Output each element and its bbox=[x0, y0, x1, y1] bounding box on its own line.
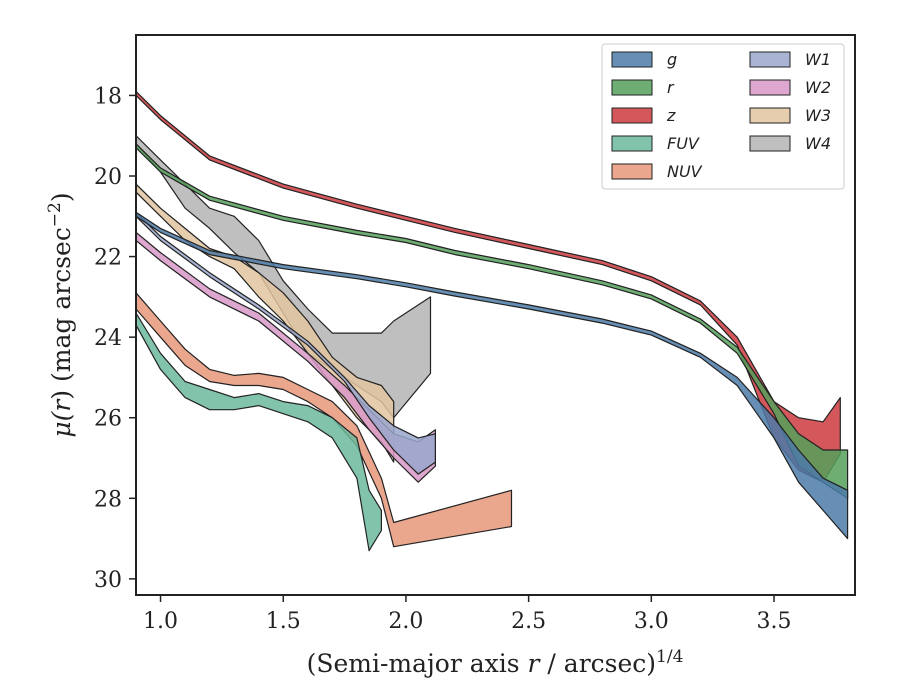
y-tick-label: 28 bbox=[94, 487, 122, 512]
legend-label-z: z bbox=[666, 106, 676, 125]
legend-label-w1: W1 bbox=[805, 50, 831, 69]
legend-swatch-w2 bbox=[749, 79, 791, 96]
x-tick-label: 3.5 bbox=[757, 609, 792, 634]
y-tick-label: 26 bbox=[94, 407, 122, 432]
legend-label-r: r bbox=[667, 78, 675, 97]
profile-bands bbox=[136, 90, 849, 552]
legend-swatch-w1 bbox=[749, 51, 791, 68]
legend-label-w4: W4 bbox=[805, 134, 831, 153]
legend-swatch-w3 bbox=[749, 107, 791, 124]
legend-label-nuv: NUV bbox=[667, 162, 703, 181]
y-tick-label: 20 bbox=[94, 165, 122, 190]
x-tick-label: 1.5 bbox=[266, 609, 301, 634]
x-axis-label: (Semi-major axis r / arcsec)1/4 bbox=[307, 647, 684, 678]
band-w1 bbox=[136, 211, 436, 475]
legend-swatch-w4 bbox=[749, 135, 791, 152]
band-nuv bbox=[136, 292, 513, 548]
legend-swatch-z bbox=[611, 107, 653, 124]
x-tick-label: 1.0 bbox=[143, 609, 178, 634]
y-tick-label: 24 bbox=[94, 326, 122, 351]
x-tick-label: 2.0 bbox=[388, 609, 423, 634]
legend-label-w2: W2 bbox=[805, 78, 831, 97]
legend-swatch-fuv bbox=[611, 135, 653, 152]
y-tick-label: 22 bbox=[94, 246, 122, 271]
band-r bbox=[136, 143, 849, 499]
x-tick-label: 2.5 bbox=[511, 609, 546, 634]
y-axis-label: μ(r) (mag arcsec−2) bbox=[45, 192, 76, 437]
plot-frame bbox=[135, 34, 856, 596]
y-tick-label: 18 bbox=[94, 84, 122, 109]
band-g bbox=[136, 211, 849, 540]
y-tick-label: 30 bbox=[94, 568, 122, 593]
band-fuv bbox=[136, 312, 382, 552]
band-w2 bbox=[136, 231, 436, 483]
legend: grz FUV NUV W1 W2 W3 W4 bbox=[601, 43, 845, 190]
legend-swatch-nuv bbox=[611, 163, 653, 180]
legend-label-w3: W3 bbox=[805, 106, 831, 125]
legend-swatch-g bbox=[611, 51, 653, 68]
legend-label-fuv: FUV bbox=[667, 134, 700, 153]
legend-label-g: g bbox=[667, 50, 677, 69]
y-axis-ticks: 18 20 22 24 26 28 30 bbox=[94, 84, 136, 593]
x-tick-label: 3.0 bbox=[634, 609, 669, 634]
legend-swatch-r bbox=[611, 79, 653, 96]
band-w4 bbox=[136, 135, 432, 419]
x-axis-ticks: 1.0 1.5 2.0 2.5 3.0 3.5 bbox=[143, 595, 792, 634]
